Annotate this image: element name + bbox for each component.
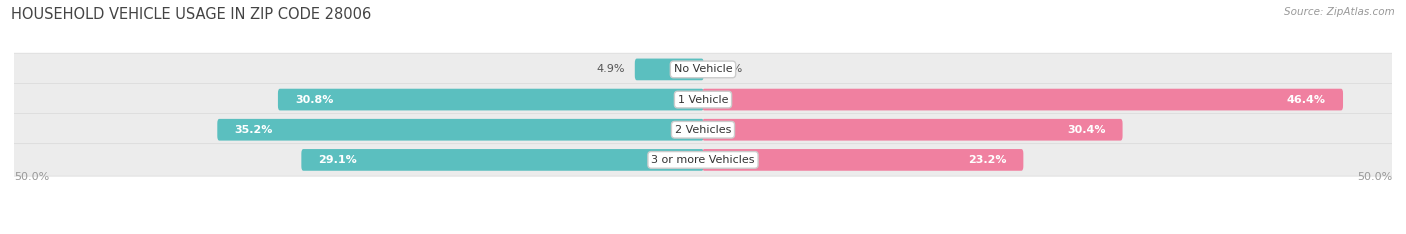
Text: 2 Vehicles: 2 Vehicles	[675, 125, 731, 135]
Text: 23.2%: 23.2%	[967, 155, 1007, 165]
FancyBboxPatch shape	[6, 83, 1400, 116]
Text: Source: ZipAtlas.com: Source: ZipAtlas.com	[1284, 7, 1395, 17]
Text: No Vehicle: No Vehicle	[673, 64, 733, 74]
Text: 4.9%: 4.9%	[596, 64, 624, 74]
FancyBboxPatch shape	[703, 119, 1122, 141]
Text: HOUSEHOLD VEHICLE USAGE IN ZIP CODE 28006: HOUSEHOLD VEHICLE USAGE IN ZIP CODE 2800…	[11, 7, 371, 22]
FancyBboxPatch shape	[278, 89, 703, 110]
Text: 50.0%: 50.0%	[14, 172, 49, 182]
Text: 50.0%: 50.0%	[1357, 172, 1392, 182]
FancyBboxPatch shape	[6, 144, 1400, 176]
Text: 3 or more Vehicles: 3 or more Vehicles	[651, 155, 755, 165]
FancyBboxPatch shape	[6, 53, 1400, 86]
FancyBboxPatch shape	[6, 113, 1400, 146]
Text: 29.1%: 29.1%	[319, 155, 357, 165]
Text: 0.0%: 0.0%	[714, 64, 742, 74]
Text: 46.4%: 46.4%	[1286, 95, 1326, 105]
Text: 1 Vehicle: 1 Vehicle	[678, 95, 728, 105]
FancyBboxPatch shape	[703, 149, 1024, 171]
FancyBboxPatch shape	[634, 58, 703, 80]
FancyBboxPatch shape	[703, 89, 1343, 110]
Text: 30.8%: 30.8%	[295, 95, 333, 105]
Text: 30.4%: 30.4%	[1067, 125, 1105, 135]
FancyBboxPatch shape	[301, 149, 703, 171]
Text: 35.2%: 35.2%	[235, 125, 273, 135]
FancyBboxPatch shape	[218, 119, 703, 141]
